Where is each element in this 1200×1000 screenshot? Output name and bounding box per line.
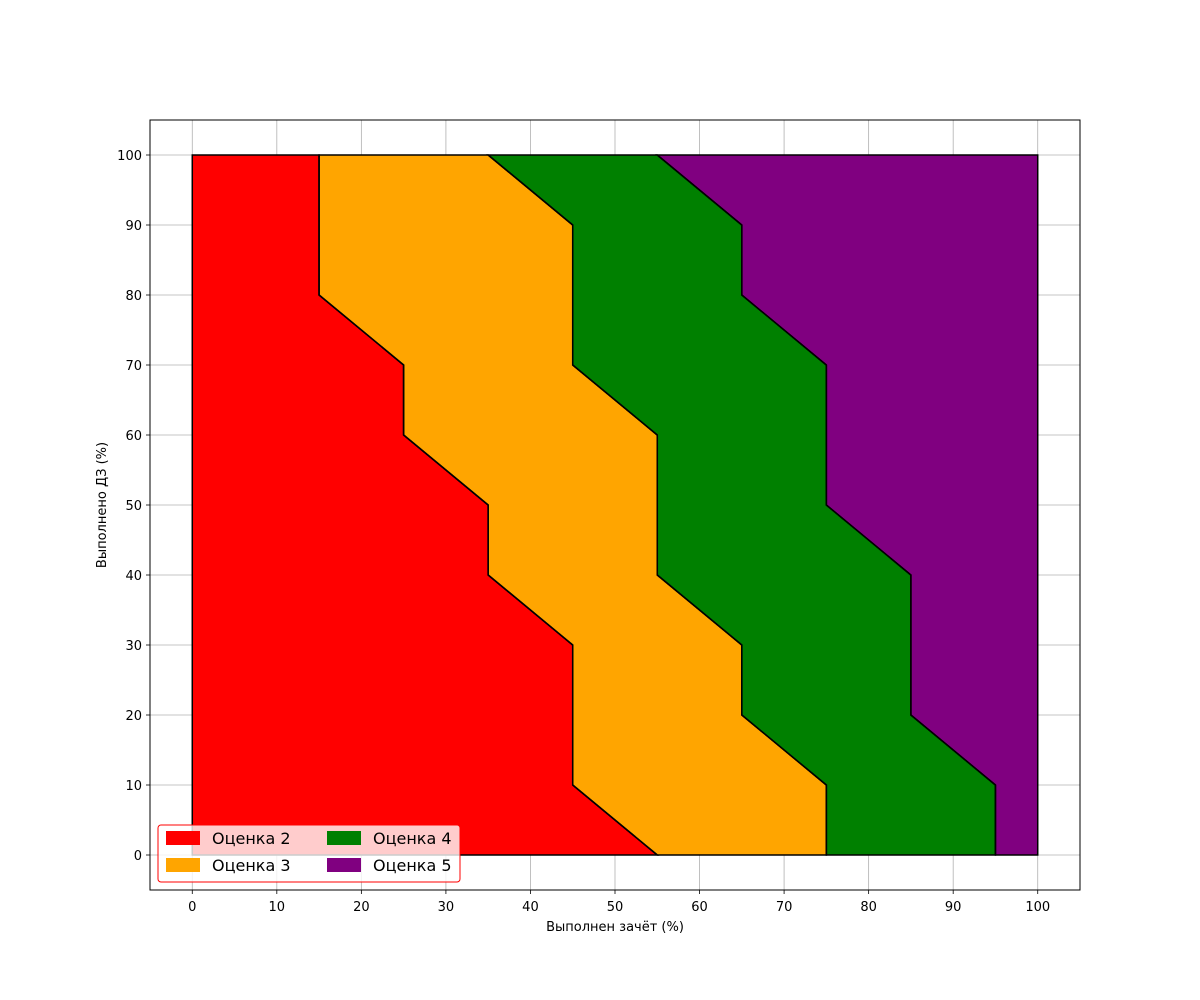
y-tick-label: 40: [125, 569, 142, 584]
x-tick-label: 10: [269, 900, 286, 915]
legend-label: Оценка 5: [373, 856, 452, 875]
y-tick-label: 80: [125, 289, 142, 304]
y-tick-label: 50: [125, 499, 142, 514]
legend-swatch: [327, 858, 361, 872]
boundary-line-1: [318, 155, 658, 856]
x-tick-label: 50: [607, 900, 624, 915]
x-tick-label: 20: [353, 900, 370, 915]
y-tick-label: 70: [125, 359, 142, 374]
legend-swatch: [166, 858, 200, 872]
boundary-line-2: [487, 154, 828, 855]
x-axis-label: Выполнен зачёт (%): [546, 920, 684, 935]
x-tick-label: 0: [188, 900, 196, 915]
x-axis-ticks: 0 10 20 30 40 50 60 70 80 90 100: [188, 890, 1050, 915]
y-tick-label: 20: [125, 709, 142, 724]
legend-label: Оценка 2: [212, 829, 291, 848]
y-tick-label: 100: [117, 149, 142, 164]
grade-regions: [191, 154, 1039, 856]
x-tick-label: 100: [1025, 900, 1050, 915]
y-tick-label: 60: [125, 429, 142, 444]
region-outlines: [318, 154, 997, 856]
y-tick-label: 30: [125, 639, 142, 654]
y-axis-label: Выполнено ДЗ (%): [95, 442, 110, 568]
y-axis-ticks: 0 10 20 30 40 50 60 70 80 90 100: [117, 149, 150, 864]
x-tick-label: 80: [860, 900, 877, 915]
y-tick-label: 90: [125, 219, 142, 234]
boundary-line-3: [656, 154, 997, 855]
x-tick-label: 70: [776, 900, 793, 915]
y-tick-label: 10: [125, 779, 142, 794]
legend-swatch: [327, 831, 361, 845]
legend-label: Оценка 3: [212, 856, 291, 875]
y-tick-label: 0: [134, 849, 142, 864]
x-tick-label: 40: [522, 900, 539, 915]
x-tick-label: 30: [438, 900, 455, 915]
legend-frame: [157, 824, 461, 883]
legend-swatch: [166, 831, 200, 845]
x-tick-label: 90: [945, 900, 962, 915]
x-tick-label: 60: [691, 900, 708, 915]
legend: Оценка 2 Оценка 3 Оценка 4 Оценка 5: [157, 824, 461, 883]
legend-label: Оценка 4: [373, 829, 452, 848]
